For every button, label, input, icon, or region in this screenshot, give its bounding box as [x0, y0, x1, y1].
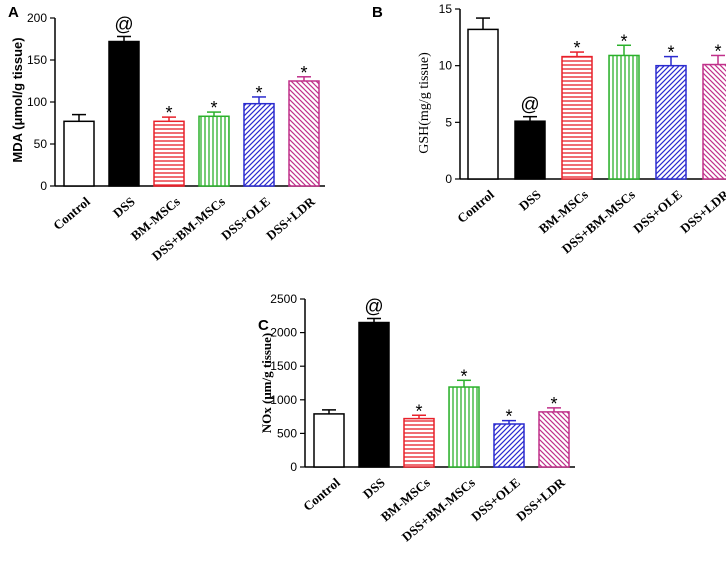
- panel-b-chart: 051015Control@DSS*BM-MSCs*DSS+BM-MSCs*DS…: [439, 2, 726, 256]
- panel-a-y-tick-label: 50: [34, 137, 48, 151]
- panel-a-y-tick-label: 200: [27, 11, 47, 25]
- panel-a-significance-star: *: [210, 98, 217, 118]
- panel-b-bar-dss: [514, 120, 546, 180]
- panel-c-y-tick-label: 2000: [270, 326, 297, 340]
- panel-c-bar-dss-ldr: [538, 411, 570, 468]
- panel-b-x-tick-label: DSS+OLE: [630, 187, 685, 236]
- panel-b-y-tick-label: 15: [439, 2, 453, 16]
- panel-a-significance-star: *: [255, 83, 262, 103]
- panel-c-significance-star: *: [550, 394, 557, 414]
- panel-b-bar-control: [467, 28, 499, 180]
- panel-a-x-tick-label: DSS+OLE: [218, 194, 273, 243]
- panel-b-significance-star: *: [667, 43, 674, 63]
- panel-a-significance-at: @: [114, 14, 133, 35]
- panel-b-significance-at: @: [520, 95, 539, 116]
- panel-a-y-tick-label: 150: [27, 53, 47, 67]
- panel-c-y-tick-label: 1000: [270, 393, 297, 407]
- panel-c-bar-bm-mscs: [403, 417, 435, 468]
- panel-c-y-tick-label: 1500: [270, 359, 297, 373]
- panel-c-x-tick-label: Control: [300, 475, 343, 514]
- panel-b-bar-dss-bm-mscs: [608, 54, 640, 180]
- panel-b-y-tick-label: 0: [445, 172, 452, 186]
- panel-b-significance-star: *: [620, 31, 627, 51]
- panel-c-x-tick-label: DSS+LDR: [513, 474, 568, 524]
- panel-a-significance-star: *: [165, 103, 172, 123]
- panel-b-bar-dss-ole: [655, 64, 687, 180]
- panel-a-y-tick-label: 100: [27, 95, 47, 109]
- panel-a-bar-dss: [108, 40, 140, 187]
- panel-a-y-axis-title: MDA (μmol/g tissue): [10, 37, 25, 162]
- panel-c-y-tick-label: 0: [290, 460, 297, 474]
- panel-a-bar-dss-ole: [243, 102, 275, 187]
- panel-c-significance-star: *: [460, 366, 467, 386]
- panel-a-chart: 050100150200Control@DSS*BM-MSCs*DSS+BM-M…: [27, 11, 325, 263]
- panel-b-x-tick-label: Control: [454, 187, 497, 226]
- panel-b-significance-star: *: [714, 41, 721, 61]
- panel-c-bar-control: [313, 413, 345, 468]
- panel-b-bar-bm-mscs: [561, 55, 593, 180]
- panel-c-y-axis-title: NOx (μm/g tissue): [259, 333, 274, 434]
- panel-c-y-tick-label: 2500: [270, 292, 297, 306]
- panel-a-x-tick-label: Control: [50, 194, 93, 233]
- panel-c-significance-star: *: [505, 407, 512, 427]
- panel-b-significance-star: *: [573, 38, 580, 58]
- panel-b-y-tick-label: 5: [445, 115, 452, 129]
- panel-c-bar-dss-ole: [493, 423, 525, 468]
- panel-b-x-tick-label: DSS+LDR: [677, 186, 726, 236]
- panel-a-bar-dss-ldr: [288, 80, 320, 187]
- panel-a-bar-control: [63, 120, 95, 187]
- panel-a-y-tick-label: 0: [40, 179, 47, 193]
- panel-b-y-axis-title: GSH(mg/g tissue): [417, 52, 432, 154]
- panel-a-x-tick-label: DSS: [110, 194, 138, 221]
- panel-a-significance-star: *: [300, 63, 307, 83]
- panel-c-x-tick-label: DSS: [360, 475, 388, 502]
- panel-c-significance-at: @: [364, 296, 383, 317]
- panel-c-significance-star: *: [415, 401, 422, 421]
- panel-b-y-tick-label: 10: [439, 59, 453, 73]
- panel-a-x-tick-label: DSS+LDR: [263, 193, 318, 243]
- panel-a-letter: A: [8, 4, 19, 21]
- panel-b-letter: B: [372, 4, 383, 21]
- panel-a-bar-bm-mscs: [153, 120, 185, 187]
- panel-b-x-tick-label: DSS: [516, 187, 544, 214]
- panel-c-bar-dss-bm-mscs: [448, 386, 480, 468]
- panel-c-letter: C: [258, 317, 269, 334]
- panel-c-chart: 05001000150020002500Control@DSS*BM-MSCs*…: [270, 292, 575, 544]
- panel-c-x-tick-label: DSS+OLE: [468, 475, 523, 524]
- panel-a-bar-dss-bm-mscs: [198, 115, 230, 187]
- panel-c-y-tick-label: 500: [277, 426, 297, 440]
- panel-c-bar-dss: [358, 321, 390, 468]
- panel-b-bar-dss-ldr: [702, 63, 726, 180]
